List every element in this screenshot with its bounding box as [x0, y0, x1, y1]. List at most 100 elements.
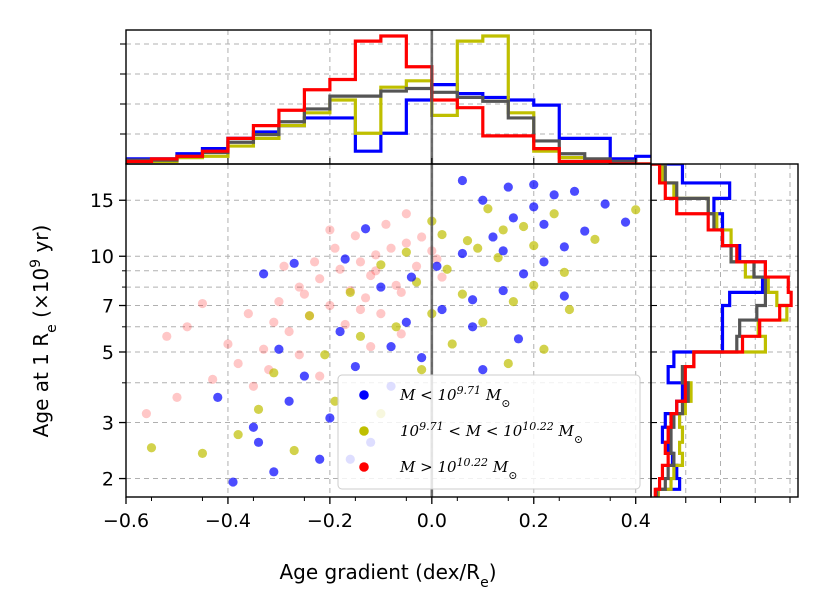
- x-tick-label: −0.6: [103, 510, 149, 532]
- scatter-point-low: [559, 291, 569, 301]
- scatter-point-high: [294, 282, 304, 292]
- scatter-point-mid: [437, 229, 447, 240]
- scatter-point-low: [299, 371, 309, 381]
- scatter-point-high: [371, 250, 381, 260]
- scatter-point-mid: [401, 247, 411, 257]
- scatter-point-low: [417, 353, 427, 363]
- legend-label-mid: 109.71 < M < 1010.22 M⊙: [400, 420, 583, 446]
- scatter-point-mid: [529, 241, 539, 251]
- y-tick-label: 5: [102, 342, 114, 364]
- right-hist-grid: [651, 164, 798, 497]
- scatter-point-mid: [269, 368, 279, 378]
- scatter-point-low: [549, 190, 559, 200]
- scatter-point-high: [335, 264, 345, 274]
- scatter-point-mid: [473, 243, 483, 253]
- scatter-point-mid: [498, 225, 508, 235]
- scatter-point-high: [325, 300, 335, 311]
- right-hist-step: [651, 164, 793, 497]
- scatter-point-low: [248, 422, 259, 432]
- scatter-point-mid: [493, 253, 503, 263]
- scatter-point-mid: [457, 289, 468, 299]
- scatter-point-mid: [478, 317, 488, 327]
- scatter-point-low: [325, 413, 335, 423]
- scatter-point-mid: [289, 445, 299, 456]
- scatter-point-low: [360, 224, 371, 234]
- legend-box: [337, 374, 641, 490]
- scatter-point-mid: [355, 331, 366, 341]
- scatter-point-high: [274, 297, 284, 307]
- top-hist-step: [126, 34, 651, 164]
- scatter-point-mid: [417, 365, 427, 375]
- scatter-point-mid: [304, 311, 315, 321]
- scatter-point-high: [355, 304, 366, 315]
- scatter-point-low: [498, 285, 508, 296]
- scatter-point-high: [437, 272, 447, 282]
- y-tick-label: 3: [102, 413, 114, 435]
- scatter-point-low: [274, 344, 284, 354]
- legend-marker-high: [359, 462, 369, 472]
- scatter-point-high: [366, 341, 376, 352]
- axis-ticks: −0.6 −0.4 −0.2 0.0 0.2 0.4 2 3 5 7 10 15: [90, 43, 791, 532]
- scatter-point-low: [518, 269, 529, 279]
- scatter-point-high: [330, 243, 340, 253]
- scatter-point-high: [208, 374, 218, 385]
- scatter-point-mid: [146, 443, 157, 453]
- x-axis-title: Age gradient (dex/Re): [279, 560, 496, 591]
- scatter-point-low: [289, 258, 299, 268]
- scatter-point-mid: [549, 209, 559, 219]
- scatter-point-high: [396, 287, 406, 297]
- scatter-point-mid: [503, 358, 513, 369]
- y-tick-label: 15: [90, 190, 114, 212]
- scatter-point-low: [432, 261, 442, 271]
- scatter-point-mid: [462, 235, 473, 246]
- scatter-point-low: [508, 213, 518, 223]
- scatter-point-high: [396, 329, 406, 339]
- legend-label-high: M > 1010.22 M⊙: [399, 456, 517, 482]
- scatter-point-high: [243, 309, 253, 319]
- scatter-point-high: [233, 358, 243, 369]
- scatter-point-low: [529, 179, 539, 190]
- top-axes-frame: [125, 29, 652, 165]
- x-tick-label: 0.0: [417, 510, 447, 532]
- scatter-point-high: [432, 254, 442, 264]
- scatter-point-high: [417, 232, 427, 242]
- scatter-point-mid: [253, 404, 264, 414]
- scatter-point-low: [559, 242, 569, 252]
- scatter-point-high: [355, 257, 366, 267]
- scatter-point-low: [569, 186, 580, 196]
- x-tick-label: −0.4: [205, 510, 251, 532]
- legend-marker-low: [359, 390, 369, 400]
- scatter-point-high: [366, 270, 376, 281]
- right-axes-frame: [650, 163, 799, 498]
- scatter-point-mid: [391, 322, 401, 332]
- scatter-point-mid: [330, 396, 340, 406]
- scatter-point-low: [350, 361, 360, 372]
- scatter-point-mid: [518, 221, 529, 232]
- scatter-point-low: [259, 269, 269, 279]
- scatter-point-high: [360, 293, 371, 303]
- top-hist-step: [126, 83, 651, 164]
- scatter-point-mid: [564, 304, 575, 315]
- scatter-point-mid: [529, 280, 539, 290]
- scatter-point-low: [457, 248, 468, 259]
- scatter-point-low: [386, 341, 396, 352]
- scatter-point-high: [284, 326, 294, 337]
- scatter-point-low: [340, 254, 350, 264]
- scatter-point-mid: [197, 448, 208, 458]
- top-hist-step: [126, 34, 651, 164]
- scatter-point-high: [223, 339, 233, 349]
- scatter-point-high: [411, 261, 422, 271]
- y-axis-title: Age at 1 Re (×109 yr): [28, 225, 60, 438]
- legend-marker-mid: [359, 426, 369, 436]
- scatter-point-high: [269, 317, 279, 327]
- x-tick-label: 0.2: [519, 510, 549, 532]
- scatter-point-low: [253, 437, 264, 447]
- scatter-point-high: [401, 209, 411, 219]
- scatter-point-high: [197, 298, 208, 309]
- scatter-point-low: [468, 295, 478, 305]
- scatter-point-high: [172, 392, 182, 402]
- scatter-point-low: [269, 467, 279, 477]
- y-tick-label: 7: [102, 296, 114, 318]
- scatter-point-mid: [376, 260, 386, 270]
